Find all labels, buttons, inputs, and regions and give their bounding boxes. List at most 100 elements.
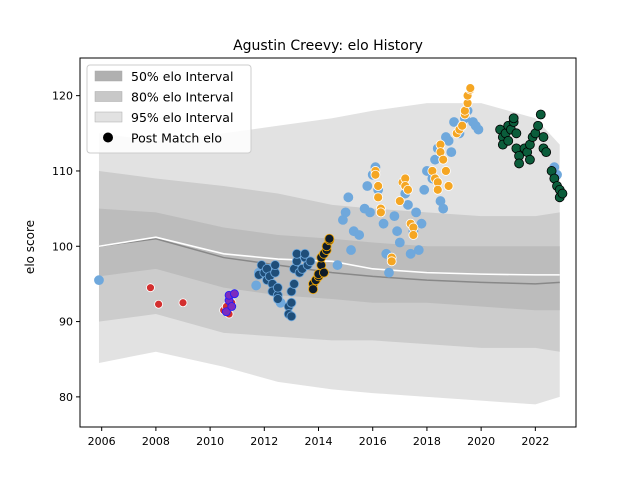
post-match-elo-point [154, 299, 164, 309]
post-match-elo-point [221, 307, 231, 317]
post-match-elo-point [405, 248, 416, 259]
x-tick-label: 2016 [359, 435, 387, 448]
x-tick-label: 2008 [142, 435, 170, 448]
post-match-elo-point [384, 267, 394, 278]
legend-swatch [94, 91, 123, 102]
legend-label: Post Match elo [131, 131, 222, 146]
post-match-elo-point [291, 248, 302, 259]
post-match-elo-point [178, 298, 188, 308]
post-match-elo-point [272, 294, 283, 304]
post-match-elo-point [465, 83, 476, 94]
post-match-elo-point [403, 199, 413, 210]
plot-frame [79, 57, 577, 428]
post-match-elo-point [443, 181, 454, 191]
median-elo-line [98, 237, 560, 285]
post-match-elo-point [438, 154, 449, 165]
x-tick-label: 2020 [467, 435, 495, 448]
post-match-elo-point [305, 256, 316, 267]
post-match-elo-point [457, 120, 468, 131]
legend-box [86, 64, 252, 154]
post-match-elo-point [403, 184, 413, 195]
chart-title: Agustin Creevy: elo History [233, 38, 423, 54]
post-match-elo-point [557, 188, 568, 199]
post-match-elo-point [362, 181, 373, 191]
post-match-elo-point [408, 230, 419, 240]
post-match-elo-point [370, 169, 381, 180]
legend-swatch [94, 111, 123, 123]
post-match-elo-point [332, 260, 343, 270]
post-match-elo-point [375, 207, 386, 218]
post-match-elo-point [411, 207, 421, 218]
post-match-elo-point [419, 184, 430, 195]
post-match-elo-point [413, 245, 424, 255]
y-tick-label: 120 [52, 90, 73, 103]
post-match-elo-point [541, 147, 552, 158]
post-match-elo-point [392, 226, 403, 237]
band-50-interval [98, 208, 560, 311]
elo-series-2 [221, 289, 239, 317]
legend-marker [103, 132, 113, 143]
x-tick-label: 2012 [250, 435, 278, 448]
post-match-elo-point [308, 284, 318, 295]
post-match-elo-point [473, 124, 484, 135]
y-tick-label: 90 [59, 316, 73, 329]
post-match-elo-point [535, 109, 546, 120]
post-match-elo-point [300, 248, 310, 259]
post-match-elo-point [449, 117, 459, 127]
legend-label: 80% elo Interval [131, 90, 233, 105]
post-match-elo-point [525, 154, 535, 165]
post-match-elo-point [340, 207, 351, 218]
legend-label: 95% elo Interval [131, 110, 233, 125]
elo-series-5 [370, 83, 476, 267]
y-tick-label: 80 [59, 391, 73, 404]
post-match-elo-point [430, 154, 440, 165]
post-match-elo-point [438, 203, 449, 214]
post-match-elo-point [503, 135, 514, 146]
post-match-elo-point [343, 192, 354, 203]
post-match-elo-point [286, 311, 297, 322]
x-tick-label: 2018 [413, 435, 441, 448]
post-match-elo-point [533, 120, 543, 131]
y-tick-label: 110 [52, 165, 73, 178]
post-match-elo-point [441, 166, 451, 176]
mean-elo-line [98, 236, 560, 276]
post-match-elo-point [446, 147, 457, 158]
legend: 50% elo Interval 80% elo Interval 95% elo … [86, 64, 252, 154]
post-match-elo-point [346, 245, 356, 255]
post-match-elo-point [270, 260, 281, 270]
y-axis-label: elo score [23, 220, 37, 274]
post-match-elo-point [443, 135, 454, 146]
post-match-elo-point [94, 275, 104, 286]
elo-series-6 [495, 109, 568, 203]
post-match-elo-point [389, 211, 400, 222]
elo-series-3 [253, 248, 316, 322]
post-match-elo-point [378, 218, 389, 229]
post-match-elo-point [373, 181, 384, 191]
post-match-elo-point [432, 184, 443, 195]
x-tick-label: 2006 [88, 435, 116, 448]
y-tick-label: 100 [52, 240, 73, 253]
post-match-elo-point [511, 128, 522, 139]
post-match-elo-point [538, 132, 549, 142]
post-match-elo-point [354, 230, 365, 240]
post-match-elo-point [286, 297, 297, 308]
post-match-elo-point [289, 279, 300, 289]
post-match-elo-point [373, 192, 384, 203]
x-tick-label: 2022 [521, 435, 549, 448]
post-match-elo-point [227, 302, 237, 311]
legend-label: 50% elo Interval [131, 69, 233, 84]
post-match-elo-point [365, 207, 375, 218]
post-match-elo-point [324, 233, 335, 244]
plot-area [94, 83, 568, 405]
legend-swatch [94, 70, 123, 82]
x-tick-label: 2010 [196, 435, 224, 448]
post-match-elo-point [230, 289, 239, 299]
post-match-elo-point [394, 196, 405, 206]
post-match-elo-point [146, 283, 155, 293]
post-match-elo-point [416, 218, 427, 229]
x-tick-label: 2014 [305, 435, 333, 448]
post-match-elo-point [251, 280, 262, 291]
post-match-elo-point [386, 256, 397, 267]
